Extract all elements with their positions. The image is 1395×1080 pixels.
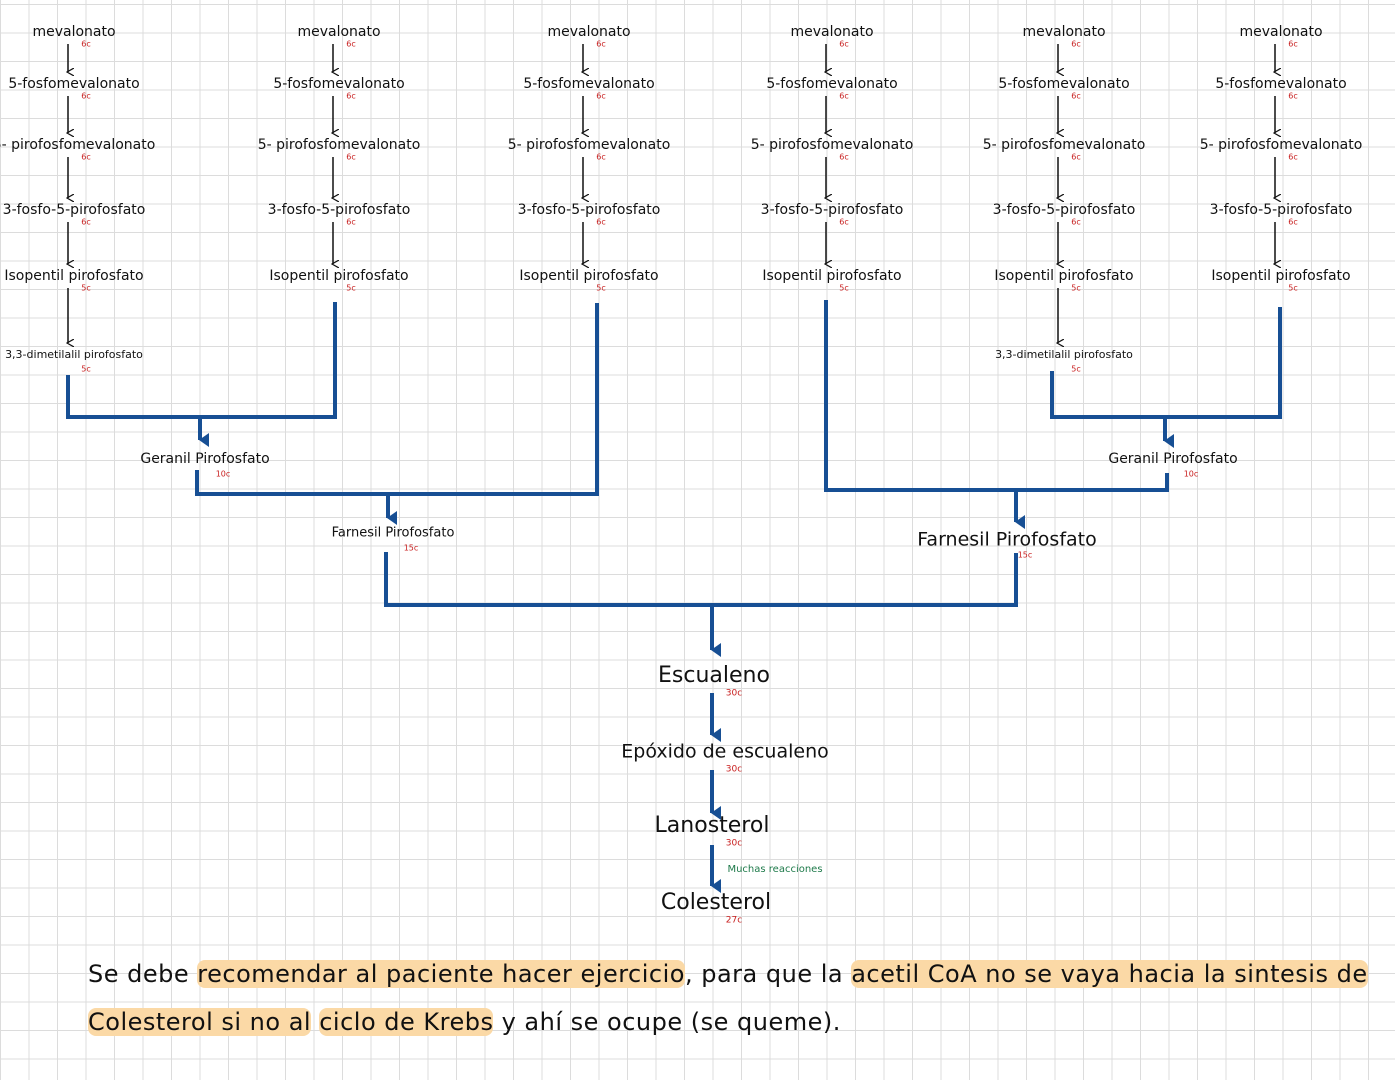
carbon-count: 6c (596, 153, 606, 162)
carbon-count: 6c (1071, 92, 1081, 101)
highlighted-text: Colesterol si no al (88, 1008, 312, 1036)
carbon-count: 6c (839, 40, 849, 49)
conclusion-line: Colesterol si no al ciclo de Krebs y ahí… (88, 1008, 841, 1036)
carbon-count: 6c (839, 218, 849, 227)
chain-label: Escualeno (658, 663, 770, 688)
step-label: 3-fosfo-5-pirofosfato (268, 202, 411, 218)
step-label: mevalonato (297, 24, 380, 40)
step-label: 5-fosfomevalonato (998, 76, 1129, 92)
carbon-count: 5c (81, 365, 91, 374)
carbon-count: 6c (346, 40, 356, 49)
highlighted-text: acetil CoA no se vaya hacia la sintesis … (851, 960, 1368, 988)
carbon-count: 6c (81, 92, 91, 101)
step-label: mevalonato (790, 24, 873, 40)
carbon-count: 6c (596, 40, 606, 49)
carbon-count: 5c (596, 284, 606, 293)
carbon-count: 6c (1071, 40, 1081, 49)
step-label: 5- pirofosfomevalonato (508, 137, 671, 153)
step-label: 3-fosfo-5-pirofosfato (993, 202, 1136, 218)
carbon-count: 6c (596, 218, 606, 227)
carbon-count: 30c (726, 765, 742, 775)
step-label: mevalonato (1239, 24, 1322, 40)
step-label: 3-fosfo-5-pirofosfato (761, 202, 904, 218)
step-label: 5- pirofosfomevalonato (0, 137, 155, 153)
carbon-count: 10c (1184, 470, 1199, 479)
carbon-count: 6c (1288, 40, 1298, 49)
text: y ahí se ocupe (se queme). (493, 1008, 841, 1036)
merge-label: Geranil Pirofosfato (1108, 451, 1237, 467)
carbon-count: 6c (839, 92, 849, 101)
step-label: Isopentil pirofosfato (1211, 268, 1350, 284)
carbon-count: 6c (596, 92, 606, 101)
highlighted-text: ciclo de Krebs (319, 1008, 494, 1036)
carbon-count: 6c (1288, 92, 1298, 101)
merge-label: Farnesil Pirofosfato (917, 529, 1097, 551)
highlighted-text: recomendar al paciente hacer ejercicio (197, 960, 685, 988)
merge-label: Geranil Pirofosfato (140, 451, 269, 467)
step-label: 5- pirofosfomevalonato (751, 137, 914, 153)
carbon-count: 6c (1288, 153, 1298, 162)
chain-label: Lanosterol (655, 813, 770, 838)
text: Se debe (88, 960, 198, 988)
chain-label: Epóxido de escualeno (621, 741, 829, 763)
carbon-count: 27c (726, 916, 742, 926)
carbon-count: 30c (726, 839, 742, 849)
blue-connectors (66, 300, 1282, 893)
step-label: 5- pirofosfomevalonato (983, 137, 1146, 153)
text (311, 1008, 319, 1036)
carbon-count: 6c (1071, 153, 1081, 162)
carbon-count: 15c (404, 544, 419, 553)
chain-note: Muchas reacciones (727, 864, 822, 875)
carbon-count: 6c (346, 153, 356, 162)
carbon-count: 5c (81, 284, 91, 293)
carbon-count: 30c (726, 689, 742, 699)
step-label: mevalonato (1022, 24, 1105, 40)
carbon-count: 5c (346, 284, 356, 293)
carbon-count: 6c (346, 92, 356, 101)
step-label: mevalonato (32, 24, 115, 40)
carbon-count: 6c (81, 153, 91, 162)
step-label: Isopentil pirofosfato (269, 268, 408, 284)
carbon-count: 6c (81, 218, 91, 227)
step-label: 5-fosfomevalonato (8, 76, 139, 92)
carbon-count: 10c (216, 470, 231, 479)
step-label: 5-fosfomevalonato (273, 76, 404, 92)
step-label: 3-fosfo-5-pirofosfato (518, 202, 661, 218)
carbon-count: 6c (1071, 218, 1081, 227)
carbon-count: 6c (1288, 218, 1298, 227)
step-label: Isopentil pirofosfato (519, 268, 658, 284)
step-label: 3,3-dimetilalil pirofosfato (5, 348, 143, 361)
step-label: 5-fosfomevalonato (1215, 76, 1346, 92)
step-label: Isopentil pirofosfato (994, 268, 1133, 284)
carbon-count: 6c (81, 40, 91, 49)
step-label: Isopentil pirofosfato (762, 268, 901, 284)
step-label: Isopentil pirofosfato (4, 268, 143, 284)
merge-label: Farnesil Pirofosfato (332, 526, 455, 541)
carbon-count: 15c (1018, 551, 1033, 560)
step-label: 5-fosfomevalonato (766, 76, 897, 92)
carbon-count: 5c (839, 284, 849, 293)
step-label: 5- pirofosfomevalonato (258, 137, 421, 153)
text: , para que la (684, 960, 852, 988)
step-label: mevalonato (547, 24, 630, 40)
step-label: 3-fosfo-5-pirofosfato (3, 202, 146, 218)
carbon-count: 5c (1288, 284, 1298, 293)
carbon-count: 6c (839, 153, 849, 162)
carbon-count: 6c (346, 218, 356, 227)
carbon-count: 5c (1071, 284, 1081, 293)
step-label: 5-fosfomevalonato (523, 76, 654, 92)
step-label: 5- pirofosfomevalonato (1200, 137, 1363, 153)
step-label: 3,3-dimetilalil pirofosfato (995, 348, 1133, 361)
chain-label: Colesterol (661, 890, 771, 915)
step-label: 3-fosfo-5-pirofosfato (1210, 202, 1353, 218)
carbon-count: 5c (1071, 365, 1081, 374)
conclusion-line: Se debe recomendar al paciente hacer eje… (88, 960, 1368, 988)
